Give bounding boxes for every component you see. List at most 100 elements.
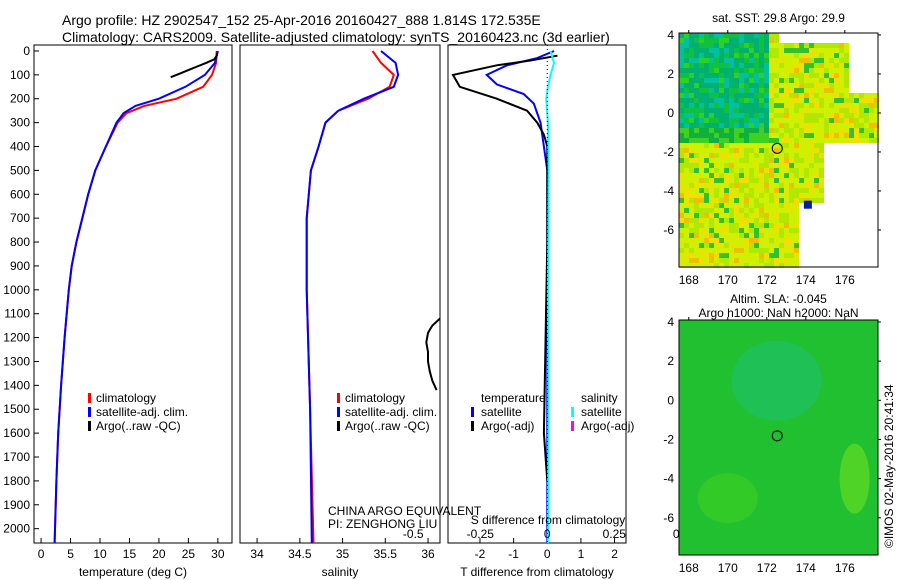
map-cell <box>704 178 709 183</box>
map-cell <box>709 208 714 213</box>
map-cell <box>784 248 789 253</box>
y-tick-label: 0 <box>23 44 30 58</box>
map-cell <box>774 173 779 178</box>
map-cell <box>704 253 709 258</box>
map-cell <box>709 263 714 268</box>
map-cell <box>789 248 794 253</box>
map-cell <box>834 113 839 118</box>
map-x-tick-label: 174 <box>796 273 816 287</box>
map-cell <box>839 68 844 73</box>
map-cell <box>694 183 699 188</box>
map-cell <box>759 218 764 223</box>
map-cell <box>784 83 789 88</box>
map-cell <box>754 108 759 113</box>
map-cell <box>819 58 824 63</box>
map-cell <box>789 78 794 83</box>
legend-swatch <box>88 407 91 417</box>
map-cell <box>764 243 769 248</box>
map-cell <box>824 48 829 53</box>
map-cell <box>844 98 849 103</box>
map-cell <box>694 158 699 163</box>
map-cell <box>739 238 744 243</box>
legend-item: Argo(-adj) <box>581 419 634 433</box>
map-cell <box>819 53 824 58</box>
map-cell <box>809 188 814 193</box>
map-cell <box>764 153 769 158</box>
map-cell <box>714 238 719 243</box>
map-cell <box>769 98 774 103</box>
map-cell <box>789 138 794 143</box>
map-cell <box>769 173 774 178</box>
map-cell <box>759 228 764 233</box>
map-cell <box>774 88 779 93</box>
map-cell <box>694 233 699 238</box>
map-cell <box>839 113 844 118</box>
map-cell <box>784 58 789 63</box>
map-cell <box>684 233 689 238</box>
map-cell <box>694 248 699 253</box>
map-cell <box>714 53 719 58</box>
map-cell <box>834 83 839 88</box>
map-cell <box>804 78 809 83</box>
map-cell <box>754 123 759 128</box>
map-cell <box>689 218 694 223</box>
map-cell <box>749 58 754 63</box>
map-cell <box>684 88 689 93</box>
map-cell <box>694 138 699 143</box>
map-x-tick-label: 170 <box>718 273 738 287</box>
map-cell <box>714 73 719 78</box>
map-cell <box>739 118 744 123</box>
map-cell <box>754 48 759 53</box>
map-cell <box>744 263 749 268</box>
map-cell <box>834 43 839 48</box>
map-cell <box>839 128 844 133</box>
map-cell <box>789 103 794 108</box>
map-cell <box>699 228 704 233</box>
map-cell <box>749 208 754 213</box>
map-cell <box>699 113 704 118</box>
map-cell <box>694 98 699 103</box>
map-cell <box>759 223 764 228</box>
map-cell <box>684 253 689 258</box>
map-cell <box>734 208 739 213</box>
map-cell <box>839 43 844 48</box>
map-cell <box>864 93 869 98</box>
map-cell <box>819 138 824 143</box>
map-cell <box>759 258 764 263</box>
map-cell <box>759 108 764 113</box>
map-cell <box>704 123 709 128</box>
map-cell <box>699 43 704 48</box>
map-cell <box>769 243 774 248</box>
map-x-tick-label: 170 <box>718 561 738 575</box>
map-cell <box>699 248 704 253</box>
map-cell <box>769 228 774 233</box>
map-cell <box>839 48 844 53</box>
map-cell <box>729 173 734 178</box>
map-cell <box>799 48 804 53</box>
map-cell <box>754 93 759 98</box>
map-cell <box>744 208 749 213</box>
map-cell <box>759 73 764 78</box>
map-cell <box>729 208 734 213</box>
map-cell <box>779 193 784 198</box>
map-cell <box>724 243 729 248</box>
map-cell <box>694 73 699 78</box>
map-cell <box>749 118 754 123</box>
map-cell <box>799 153 804 158</box>
map-cell <box>799 73 804 78</box>
legend-item: Argo(-adj) <box>481 419 534 433</box>
map-cell <box>679 193 684 198</box>
map-cell <box>764 213 769 218</box>
map-cell <box>754 158 759 163</box>
map-y-tick-label: -2 <box>663 432 674 446</box>
map-cell <box>799 173 804 178</box>
map-cell <box>869 113 874 118</box>
map-cell <box>809 63 814 68</box>
map-cell <box>774 133 779 138</box>
map-cell <box>819 63 824 68</box>
map-cell <box>839 58 844 63</box>
map-cell <box>734 143 739 148</box>
x-tick-label: 35 <box>336 547 350 561</box>
map-cell <box>704 78 709 83</box>
